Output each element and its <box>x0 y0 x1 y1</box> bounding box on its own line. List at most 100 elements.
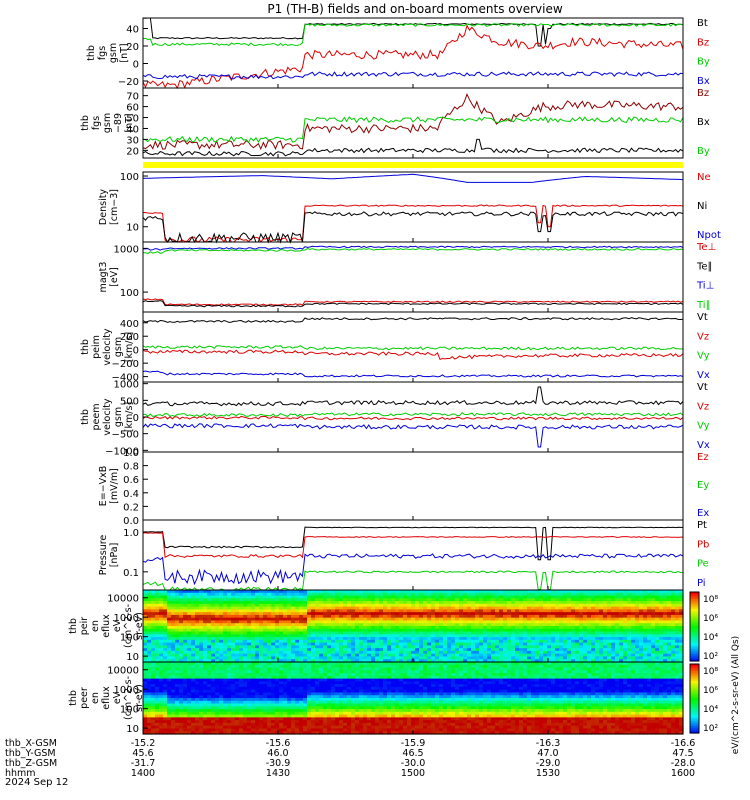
heatmap-cell <box>407 648 412 652</box>
heatmap-cell <box>599 656 604 660</box>
heatmap-cell <box>407 628 412 633</box>
heatmap-cell <box>591 592 596 597</box>
heatmap-cell <box>339 648 344 652</box>
heatmap-cell <box>447 598 452 602</box>
heatmap-cell <box>415 656 420 660</box>
heatmap-cell <box>191 637 196 641</box>
heatmap-cell <box>323 609 328 613</box>
heatmap-cell <box>619 637 624 641</box>
heatmap-cell <box>535 614 540 619</box>
heatmap-cell <box>647 623 652 627</box>
heatmap-cell <box>367 684 372 688</box>
heatmap-cell <box>255 681 260 685</box>
heatmap-cell <box>667 675 672 680</box>
heatmap-cell <box>459 595 464 599</box>
heatmap-cell <box>143 609 148 613</box>
heatmap-cell <box>211 645 216 649</box>
heatmap-cell <box>291 614 296 619</box>
heatmap-cell <box>639 639 644 644</box>
y-axis-label: en <box>90 620 101 632</box>
heatmap-cell <box>479 631 484 635</box>
heatmap-cell <box>571 667 576 671</box>
heatmap-cell <box>567 620 572 624</box>
heatmap-cell <box>211 639 216 644</box>
heatmap-cell <box>255 606 260 610</box>
heatmap-cell <box>231 634 236 638</box>
heatmap-cell <box>283 592 288 597</box>
heatmap-cell <box>587 606 592 610</box>
heatmap-cell <box>507 606 512 610</box>
heatmap-cell <box>631 603 636 608</box>
heatmap-cell <box>383 598 388 602</box>
heatmap-cell <box>563 617 568 622</box>
heatmap-cell <box>627 595 632 599</box>
heatmap-cell <box>503 590 508 594</box>
heatmap-cell <box>171 634 176 638</box>
heatmap-cell <box>443 664 448 669</box>
heatmap-cell <box>607 656 612 660</box>
heatmap-cell <box>179 614 184 619</box>
heatmap-cell <box>603 634 608 638</box>
heatmap-cell <box>207 659 212 663</box>
heatmap-cell <box>367 628 372 633</box>
heatmap-cell <box>459 609 464 613</box>
heatmap-cell <box>463 612 468 616</box>
heatmap-cell <box>387 590 392 594</box>
heatmap-cell <box>151 656 156 660</box>
heatmap-cell <box>451 637 456 641</box>
heatmap-cell <box>143 684 148 688</box>
heatmap-cell <box>275 684 280 688</box>
heatmap-cell <box>195 628 200 633</box>
heatmap-cell <box>367 648 372 652</box>
heatmap-cell <box>187 609 192 613</box>
heatmap-cell <box>515 598 520 602</box>
heatmap-cell <box>595 590 600 594</box>
heatmap-cell <box>155 667 160 671</box>
heatmap-cell <box>639 620 644 624</box>
heatmap-cell <box>471 626 476 630</box>
heatmap-cell <box>679 675 684 680</box>
heatmap-cell <box>459 670 464 674</box>
heatmap-cell <box>551 659 556 663</box>
heatmap-cell <box>315 648 320 652</box>
heatmap-cell <box>387 670 392 674</box>
heatmap-cell <box>411 595 416 599</box>
heatmap-cell <box>371 592 376 597</box>
heatmap-cell <box>651 601 656 605</box>
heatmap-cell <box>591 623 596 627</box>
heatmap-cell <box>479 617 484 622</box>
heatmap-cell <box>519 623 524 627</box>
heatmap-cell <box>303 670 308 674</box>
heatmap-cell <box>591 667 596 671</box>
heatmap-cell <box>175 645 180 649</box>
heatmap-cell <box>415 620 420 624</box>
heatmap-cell <box>503 656 508 660</box>
heatmap-cell <box>551 634 556 638</box>
heatmap-cell <box>167 590 172 594</box>
heatmap-cell <box>455 639 460 644</box>
heatmap-cell <box>299 662 304 666</box>
heatmap-cell <box>667 634 672 638</box>
heatmap-cell <box>639 631 644 635</box>
heatmap-cell <box>231 612 236 616</box>
heatmap-cell <box>247 606 252 610</box>
heatmap-cell <box>439 601 444 605</box>
heatmap-cell <box>375 639 380 644</box>
heatmap-cell <box>551 656 556 660</box>
heatmap-cell <box>271 606 276 610</box>
heatmap-cell <box>659 598 664 602</box>
heatmap-cell <box>419 623 424 627</box>
heatmap-cell <box>467 609 472 613</box>
heatmap-cell <box>291 664 296 669</box>
heatmap-cell <box>671 659 676 663</box>
heatmap-cell <box>515 620 520 624</box>
heatmap-cell <box>339 667 344 671</box>
heatmap-cell <box>443 626 448 630</box>
heatmap-cell <box>395 662 400 666</box>
heatmap-cell <box>607 598 612 602</box>
heatmap-cell <box>443 628 448 633</box>
heatmap-cell <box>535 667 540 671</box>
heatmap-cell <box>335 684 340 688</box>
heatmap-cell <box>415 601 420 605</box>
heatmap-cell <box>599 670 604 674</box>
